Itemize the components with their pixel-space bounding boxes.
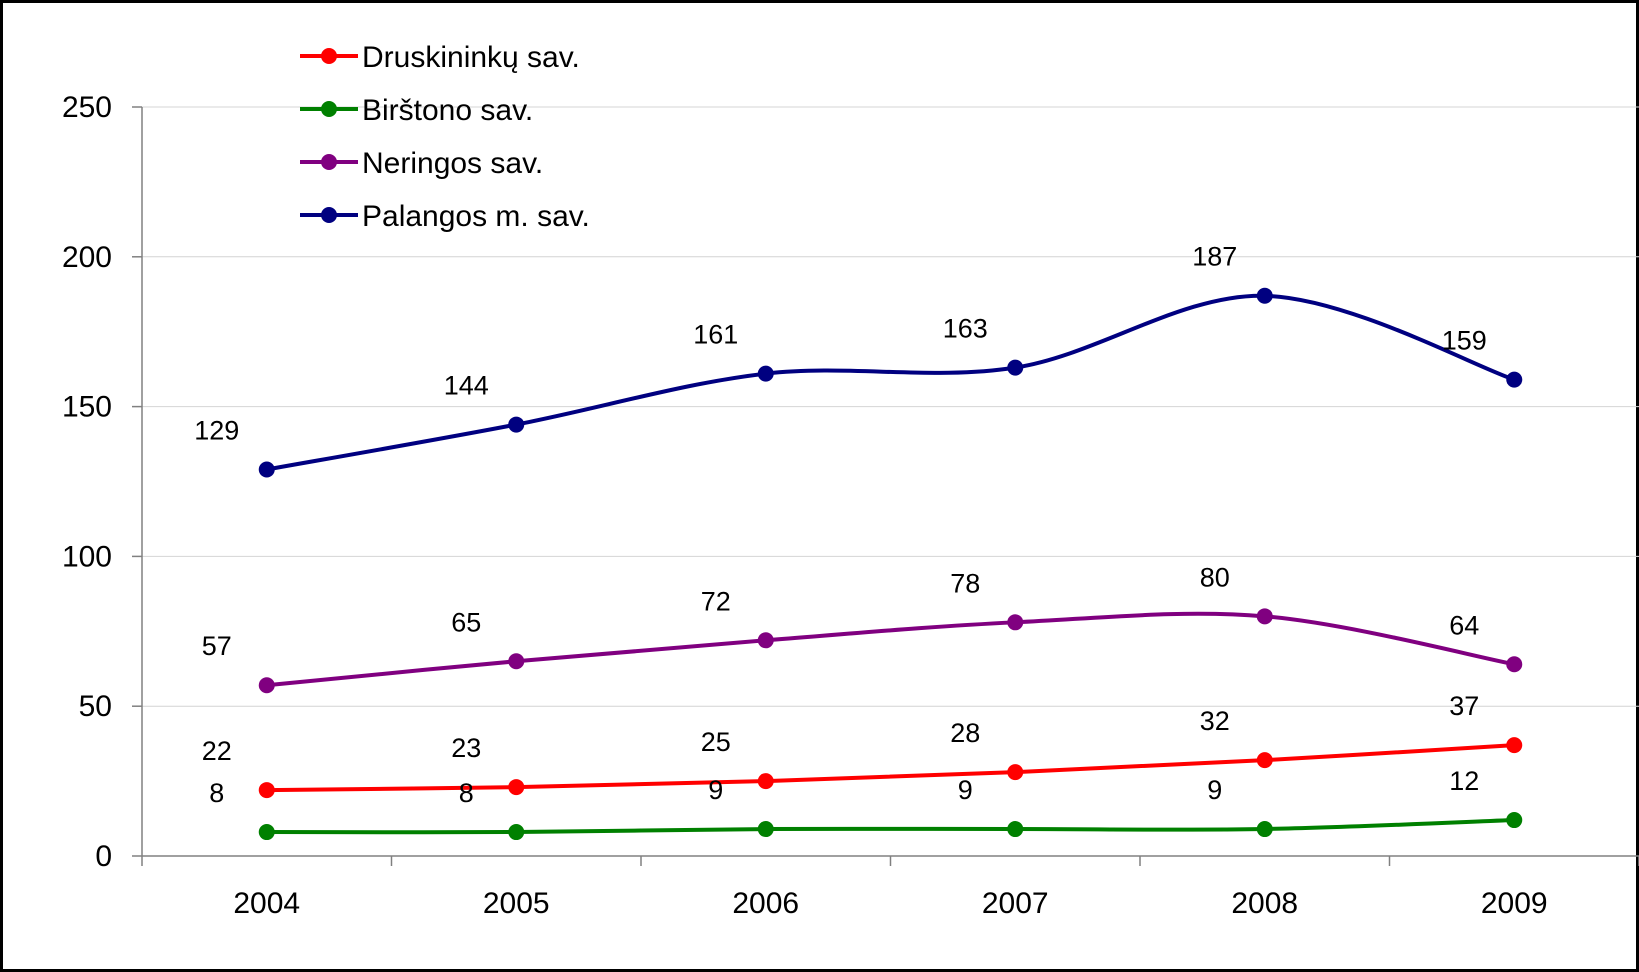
legend-label: Birštono sav. (362, 94, 533, 127)
data-point (1506, 371, 1523, 388)
data-label: 32 (1200, 706, 1230, 736)
data-point (1506, 812, 1523, 829)
legend-entry: Druskininkų sav. (300, 41, 580, 74)
data-point (508, 824, 525, 841)
data-label: 37 (1449, 691, 1479, 721)
data-label: 9 (1207, 775, 1222, 805)
data-label: 64 (1449, 610, 1479, 640)
data-label: 187 (1192, 242, 1237, 272)
legend-marker (321, 48, 337, 64)
data-label: 9 (958, 775, 973, 805)
data-point (258, 677, 275, 694)
data-point (1256, 287, 1273, 304)
x-tick-label: 2008 (1231, 887, 1298, 920)
data-point (1506, 656, 1523, 673)
data-label: 159 (1442, 326, 1487, 356)
data-point (1256, 821, 1273, 838)
y-tick-label: 250 (62, 91, 112, 124)
gridlines (142, 106, 1639, 707)
legend-label: Palangos m. sav. (362, 200, 590, 233)
data-label: 28 (950, 718, 980, 748)
data-label: 72 (701, 586, 731, 616)
data-point (1256, 752, 1273, 769)
series-line (266, 293, 1515, 472)
data-labels: 22 23 25 28 32 37 8 8 9 9 9 12 57 65 72 78 80 64 129 144 161… (194, 242, 1487, 808)
data-label: 144 (444, 371, 489, 401)
legend-entry: Birštono sav. (300, 94, 533, 127)
data-point (757, 821, 774, 838)
data-label: 57 (202, 631, 232, 661)
data-label: 12 (1449, 766, 1479, 796)
legend-marker (321, 154, 337, 170)
y-tick-label: 150 (62, 391, 112, 424)
x-tick-label: 2005 (483, 887, 550, 920)
x-tick-label: 2004 (233, 887, 300, 920)
y-tick-label: 100 (62, 540, 112, 573)
data-point (1256, 608, 1273, 625)
data-point (1007, 614, 1024, 631)
legend-marker (321, 207, 337, 223)
data-label: 9 (708, 775, 723, 805)
data-point (258, 824, 275, 841)
legend-label: Druskininkų sav. (362, 41, 580, 74)
series-0 (258, 737, 1523, 799)
data-point (1506, 737, 1523, 754)
y-tick-label: 0 (95, 840, 112, 873)
series-3 (258, 287, 1523, 478)
data-label: 129 (194, 416, 239, 446)
data-point (508, 779, 525, 796)
x-tick-label: 2007 (982, 887, 1049, 920)
data-label: 78 (950, 568, 980, 598)
data-label: 80 (1200, 562, 1230, 592)
data-point (1007, 764, 1024, 781)
legend-entry: Palangos m. sav. (300, 200, 590, 233)
data-label: 8 (209, 778, 224, 808)
x-tick-label: 2006 (732, 887, 799, 920)
legend: Druskininkų sav. Birštono sav. Neringos sa… (300, 41, 590, 233)
series-line (266, 818, 1515, 835)
axes: 0 50 100 150 200 250 2004 2005 2006 2007 2008 2009 (62, 91, 1639, 920)
y-tick-label: 200 (62, 241, 112, 274)
legend-marker (321, 101, 337, 117)
data-point (508, 653, 525, 670)
data-label: 22 (202, 736, 232, 766)
data-label: 8 (459, 778, 474, 808)
data-point (258, 782, 275, 799)
data-label: 25 (701, 727, 731, 757)
series-line (266, 611, 1515, 688)
data-point (508, 416, 525, 433)
data-label: 163 (943, 314, 988, 344)
data-point (757, 632, 774, 649)
legend-entry: Neringos sav. (300, 147, 543, 180)
series-line (266, 743, 1515, 793)
series-1 (258, 812, 1523, 841)
data-label: 65 (451, 607, 481, 637)
data-point (1007, 359, 1024, 376)
x-tick-label: 2009 (1481, 887, 1548, 920)
y-tick-label: 50 (79, 690, 112, 723)
data-point (757, 365, 774, 382)
series-lines (258, 287, 1523, 841)
data-point (1007, 821, 1024, 838)
legend-label: Neringos sav. (362, 147, 543, 180)
series-2 (258, 608, 1523, 694)
data-label: 161 (693, 320, 738, 350)
data-point (258, 461, 275, 478)
data-label: 23 (451, 733, 481, 763)
data-point (757, 773, 774, 790)
